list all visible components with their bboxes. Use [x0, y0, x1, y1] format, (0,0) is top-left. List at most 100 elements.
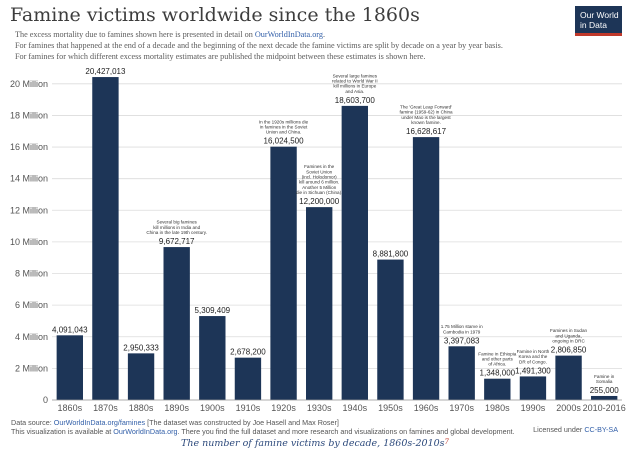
value-label-1870s: 20,427,013 [85, 67, 126, 76]
annotation-1940s-line-2: kill millions in Europe [333, 84, 376, 89]
value-label-1910s: 2,678,200 [230, 348, 266, 357]
y-tick-label-1: 2 Million [15, 363, 48, 373]
bar-1880s [127, 353, 155, 400]
owid-footer-link[interactable]: OurWorldInData.org [113, 427, 178, 436]
value-label-1930s: 12,200,000 [299, 197, 340, 206]
x-tick-label-1960s: 1960s [414, 403, 439, 413]
bar-1960s [412, 137, 440, 400]
annotation-1990s-line-2: DR of Congo. [519, 359, 547, 364]
logo-line-1: Our World [580, 10, 619, 20]
annotation-1940s-line-3: and Asia. [345, 89, 364, 94]
annotation-1980s-line-2: of Africa. [488, 362, 506, 367]
value-label-1980s: 1,348,000 [480, 369, 516, 378]
x-tick-label-1890s: 1890s [164, 403, 189, 413]
value-label-1890s: 9,672,717 [159, 237, 195, 246]
annotation-1920s-line-0: In the 1920s millions die [259, 119, 309, 124]
bar-1990s [519, 376, 547, 400]
value-label-1970s: 3,397,083 [444, 336, 480, 345]
bar-1930s [306, 207, 333, 400]
annotation-1930s-line-2: (incl. Holodomor) [302, 175, 337, 180]
x-tick-label-2000s: 2000s [556, 403, 581, 413]
x-tick-label-1940s: 1940s [343, 403, 368, 413]
bar-1980s [484, 378, 511, 400]
y-tick-label-2: 4 Million [15, 332, 48, 342]
y-tick-label-9: 18 Million [10, 110, 48, 120]
bar-2000s [555, 355, 582, 400]
x-tick-label-1980s: 1980s [485, 403, 510, 413]
annotation-2000s-line-1: and Uganda, [555, 333, 581, 338]
bar-1910s [234, 357, 262, 400]
license-link[interactable]: CC-BY-SA [584, 425, 618, 434]
x-tick-label-1970s: 1970s [449, 403, 474, 413]
annotation-2010-2016-line-1: Somalia [596, 379, 613, 384]
x-tick-label-1870s: 1870s [93, 403, 118, 413]
annotation-1970s-line-1: Cambodia in 1979 [443, 329, 481, 334]
famines-link[interactable]: OurWorldInData.org/famines [53, 418, 146, 427]
bar-2010-2016 [591, 395, 618, 400]
annotation-1960s-line-0: The 'Great Leap Forward' [400, 105, 452, 110]
value-label-1880s: 2,950,333 [123, 343, 159, 352]
annotation-1940s-line-0: Several large famines [333, 73, 378, 78]
annotation-1990s-line-1: Korea and the [519, 354, 548, 359]
bar-1920s [270, 146, 297, 400]
value-label-1900s: 5,309,409 [195, 306, 231, 315]
annotation-1960s-line-3: known famine. [411, 120, 441, 125]
bar-1900s [199, 316, 226, 400]
owid-link[interactable]: OurWorldInData.org [254, 30, 323, 39]
annotation-1920s-line-1: in famines in the Soviet [260, 124, 308, 129]
footnote-mark: 7 [444, 438, 449, 446]
bar-1860s [56, 335, 83, 400]
value-label-1950s: 8,881,800 [373, 250, 409, 259]
value-label-1990s: 1,491,300 [515, 366, 551, 375]
value-label-1940s: 18,603,700 [335, 96, 376, 105]
annotation-2000s-line-2: ongoing in DRC [552, 339, 585, 344]
x-tick-label-1900s: 1900s [200, 403, 225, 413]
license-note: Licensed under CC-BY-SA [533, 425, 618, 434]
logo-line-2: in Data [580, 20, 607, 30]
y-tick-label-5: 10 Million [10, 237, 48, 247]
bar-1890s [163, 247, 190, 400]
annotation-1930s-line-1: Soviet Union [306, 169, 332, 174]
value-label-1860s: 4,091,043 [52, 325, 88, 334]
annotation-1930s-line-0: Famines in the [304, 164, 335, 169]
y-tick-label-10: 20 Million [10, 79, 48, 89]
y-tick-label-7: 14 Million [10, 174, 48, 184]
x-tick-label-1880s: 1880s [129, 403, 154, 413]
owid-logo[interactable]: Our World in Data [575, 6, 622, 36]
chart-subtitle-line-1: The excess mortality due to famines show… [15, 30, 326, 39]
chart-subtitle-line-2: For famines that happened at the end of … [15, 41, 503, 50]
x-tick-label-1920s: 1920s [271, 403, 296, 413]
chart-subtitle-line-3: For famines for which different excess m… [15, 52, 426, 61]
x-tick-label-1930s: 1930s [307, 403, 332, 413]
x-tick-label-1990s: 1990s [521, 403, 546, 413]
value-label-1920s: 16,024,500 [264, 137, 305, 146]
annotation-1890s-line-1: kill millions in India and [153, 225, 200, 230]
y-tick-label-6: 12 Million [10, 205, 48, 215]
annotation-1980s-line-1: and other parts [482, 356, 514, 361]
annotation-1940s-line-1: related to World War II [332, 78, 378, 83]
annotation-1930s-line-3: kill around 6 million. [299, 180, 339, 185]
annotation-1930s-line-5: die in Sichuan (China). [296, 190, 342, 195]
annotation-2000s-line-0: Famines in Sudan [550, 328, 587, 333]
bar-1970s [448, 346, 475, 400]
bar-1940s [341, 105, 368, 400]
chart-title: Famine victims worldwide since the 1860s [10, 4, 420, 26]
value-label-2010-2016: 255,000 [590, 386, 619, 395]
annotation-1970s-line-0: 1.75 Million starve in [441, 324, 483, 329]
x-tick-label-1910s: 1910s [236, 403, 261, 413]
annotation-1930s-line-4: Another 5 Million [302, 185, 337, 190]
annotation-1890s-line-0: Several big famines [157, 220, 198, 225]
annotation-1960s-line-1: famine (1959-62) in China [400, 110, 454, 115]
y-tick-label-8: 16 Million [10, 142, 48, 152]
x-tick-label-2010-2016: 2010-2016 [583, 403, 626, 413]
annotation-1980s-line-0: Famine in Ethiopia [478, 351, 516, 356]
data-source-note: Data source: OurWorldInData.org/famines … [11, 418, 339, 427]
bar-1870s [92, 77, 119, 400]
annotation-2010-2016-line-0: Famine in [594, 374, 615, 379]
annotation-1990s-line-0: Famine in North [517, 349, 550, 354]
annotation-1890s-line-2: China in the late 19th century. [146, 230, 207, 235]
bar-1950s [377, 259, 404, 400]
value-label-2000s: 2,806,850 [551, 346, 587, 355]
y-tick-label-4: 8 Million [15, 269, 48, 279]
